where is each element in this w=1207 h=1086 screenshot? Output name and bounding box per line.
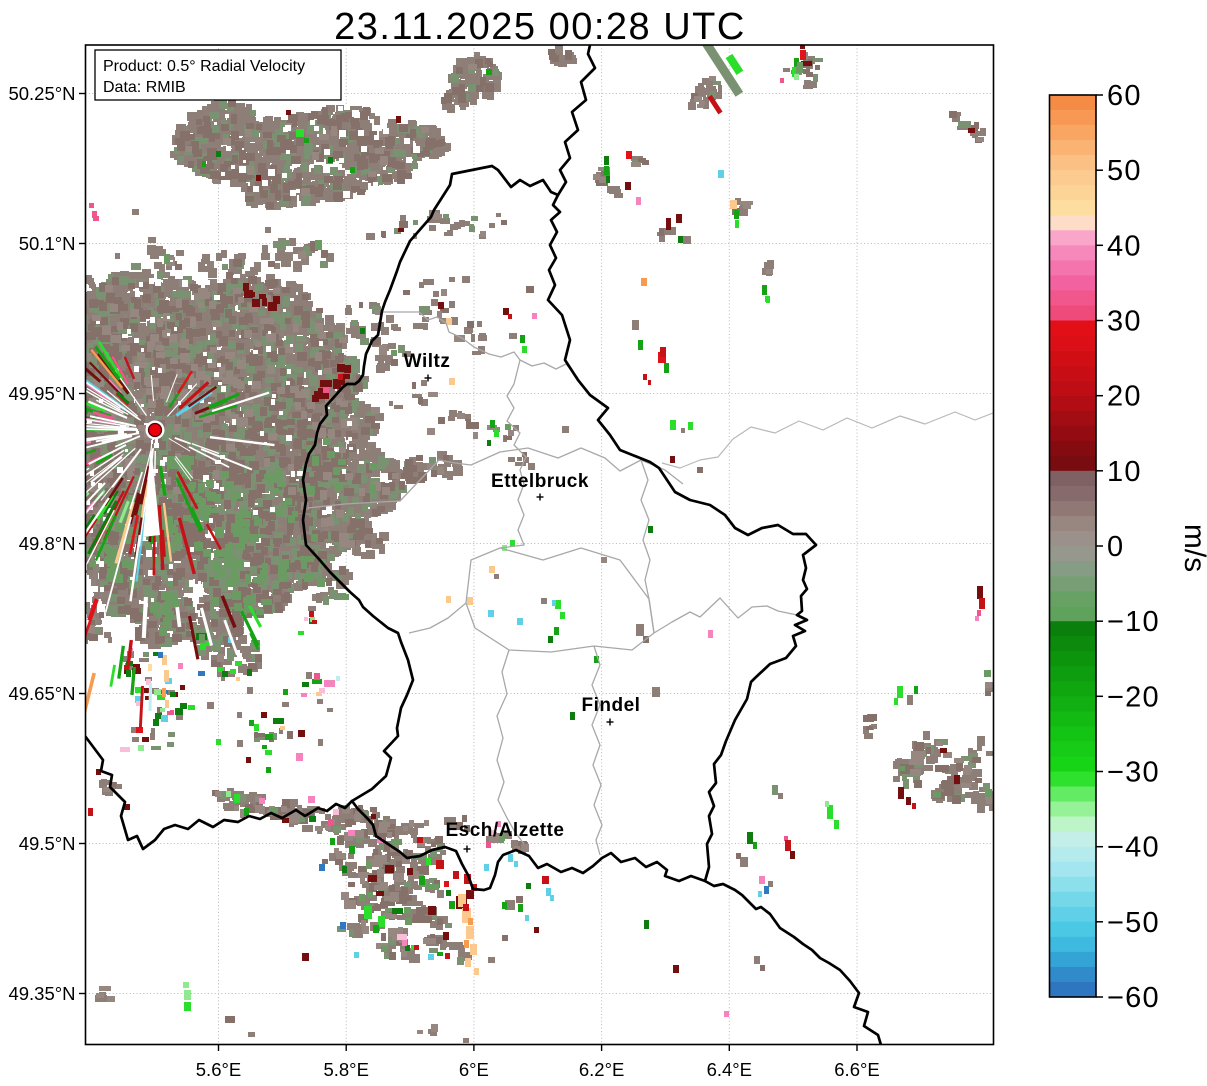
- svg-text:10: 10: [1107, 456, 1142, 488]
- svg-text:6.4°E: 6.4°E: [707, 1059, 752, 1080]
- svg-text:50.1°N: 50.1°N: [19, 233, 76, 254]
- svg-text:30: 30: [1107, 306, 1142, 338]
- svg-text:−20: −20: [1107, 681, 1160, 713]
- svg-text:−40: −40: [1107, 832, 1160, 864]
- svg-text:49.95°N: 49.95°N: [8, 383, 75, 404]
- svg-text:Ettelbruck: Ettelbruck: [491, 471, 589, 492]
- svg-text:23.11.2025 00:28 UTC: 23.11.2025 00:28 UTC: [334, 6, 746, 48]
- svg-text:Product: 0.5° Radial Velocity: Product: 0.5° Radial Velocity: [103, 58, 305, 75]
- svg-text:Esch/Alzette: Esch/Alzette: [446, 820, 565, 841]
- svg-text:−50: −50: [1107, 907, 1160, 939]
- svg-text:−60: −60: [1107, 982, 1160, 1014]
- svg-text:49.35°N: 49.35°N: [8, 983, 75, 1004]
- svg-text:Data: RMIB: Data: RMIB: [103, 79, 186, 96]
- svg-text:6°E: 6°E: [459, 1059, 489, 1080]
- svg-text:50: 50: [1107, 155, 1142, 187]
- svg-text:49.8°N: 49.8°N: [19, 533, 76, 554]
- svg-text:60: 60: [1107, 80, 1142, 112]
- svg-text:m/s: m/s: [1178, 524, 1207, 572]
- svg-text:5.8°E: 5.8°E: [323, 1059, 368, 1080]
- svg-text:40: 40: [1107, 230, 1142, 262]
- svg-text:−10: −10: [1107, 606, 1160, 638]
- svg-text:6.6°E: 6.6°E: [834, 1059, 879, 1080]
- svg-text:50.25°N: 50.25°N: [8, 83, 75, 104]
- svg-text:Findel: Findel: [582, 695, 641, 716]
- svg-text:0: 0: [1107, 531, 1124, 563]
- svg-text:−30: −30: [1107, 757, 1160, 789]
- svg-text:5.6°E: 5.6°E: [196, 1059, 241, 1080]
- svg-text:49.65°N: 49.65°N: [8, 683, 75, 704]
- svg-text:Wiltz: Wiltz: [404, 351, 451, 372]
- svg-text:20: 20: [1107, 381, 1142, 413]
- svg-text:49.5°N: 49.5°N: [19, 833, 76, 854]
- svg-text:6.2°E: 6.2°E: [579, 1059, 624, 1080]
